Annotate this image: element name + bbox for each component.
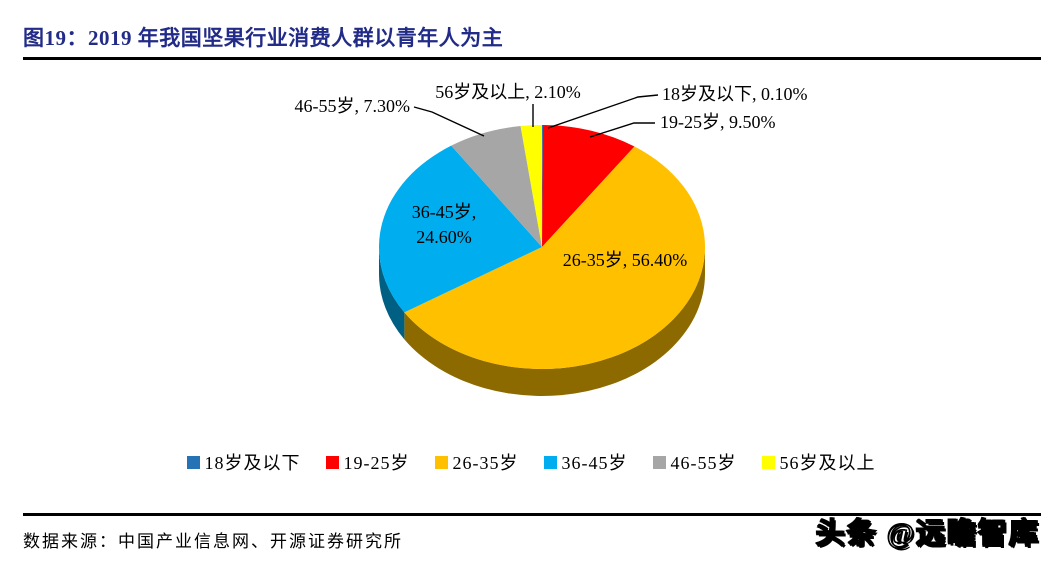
legend-label-46-55岁: 46-55岁 xyxy=(670,453,737,473)
legend-swatch-46-55岁 xyxy=(652,455,666,469)
pie-slice-18岁及以下 xyxy=(542,125,544,247)
data-source: 数据来源：中国产业信息网、开源证券研究所 xyxy=(23,532,403,551)
slice-value-36-45岁: 24.60% xyxy=(416,227,472,247)
legend-swatch-36-45岁 xyxy=(543,455,557,469)
leader-line-46-55岁 xyxy=(413,106,485,137)
leader-line-19-25岁 xyxy=(589,122,655,138)
legend-item-19-25岁: 19-25岁 xyxy=(325,449,410,475)
legend-label-36-45岁: 36-45岁 xyxy=(561,453,628,473)
pie-slice-side-36-45岁 xyxy=(379,247,405,340)
legend-label-18岁及以下: 18岁及以下 xyxy=(204,453,301,473)
pie-slice-36-45岁 xyxy=(379,145,542,313)
legend-label-26-35岁: 26-35岁 xyxy=(452,453,519,473)
legend-label-56岁及以上: 56岁及以上 xyxy=(779,453,876,473)
figure-title: 图19：2019 年我国坚果行业消费人群以青年人为主 xyxy=(23,26,504,50)
legend-label-19-25岁: 19-25岁 xyxy=(343,453,410,473)
legend-item-56岁及以上: 56岁及以上 xyxy=(761,449,876,475)
slice-label-46-55岁: 46-55岁, 7.30% xyxy=(295,96,411,116)
legend-swatch-19-25岁 xyxy=(325,455,339,469)
watermark-logo: 头条 @远瞻智库 xyxy=(815,517,1040,551)
pie-slice-26-35岁 xyxy=(404,146,706,369)
chart-legend: 18岁及以下 19-25岁 26-35岁 36-45岁 46-55岁 56岁及以上 xyxy=(0,449,1062,475)
footer-divider xyxy=(23,513,1041,516)
pie-slice-side-26-35岁 xyxy=(404,247,705,396)
slice-label-19-25岁: 19-25岁, 9.50% xyxy=(660,112,776,132)
legend-item-46-55岁: 46-55岁 xyxy=(652,449,737,475)
legend-swatch-18岁及以下 xyxy=(186,455,200,469)
legend-item-26-35岁: 26-35岁 xyxy=(434,449,519,475)
legend-item-36-45岁: 36-45岁 xyxy=(543,449,628,475)
slice-label-26-35岁: 26-35岁, 56.40% xyxy=(563,250,688,270)
slice-label-18岁及以下: 18岁及以下, 0.10% xyxy=(662,84,808,104)
pie-slice-19-25岁 xyxy=(542,125,635,247)
slice-label-56岁及以上: 56岁及以上, 2.10% xyxy=(435,82,581,102)
leader-line-18岁及以下 xyxy=(547,94,659,129)
legend-swatch-56岁及以上 xyxy=(761,455,775,469)
title-divider xyxy=(23,57,1041,60)
pie-slice-56岁及以上 xyxy=(520,125,542,247)
legend-swatch-26-35岁 xyxy=(434,455,448,469)
pie-slice-46-55岁 xyxy=(451,126,542,247)
slice-label-36-45岁: 36-45岁, xyxy=(412,202,477,222)
legend-item-18岁及以下: 18岁及以下 xyxy=(186,449,301,475)
